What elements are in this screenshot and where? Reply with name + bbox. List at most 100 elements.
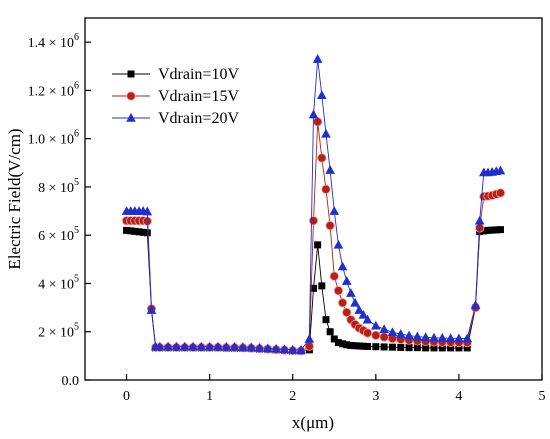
data-point-triangle bbox=[395, 329, 406, 338]
data-point-square bbox=[131, 227, 139, 235]
legend-label-vdrain-20v: Vdrain=20V bbox=[158, 110, 239, 127]
data-layer bbox=[121, 54, 506, 356]
legend-label-vdrain-10v: Vdrain=10V bbox=[158, 66, 239, 83]
data-point-circle bbox=[337, 298, 348, 308]
data-point-triangle bbox=[346, 288, 356, 297]
data-point-triangle bbox=[412, 331, 423, 341]
data-point-triangle bbox=[321, 128, 331, 138]
y-axis: 0.0 2 × 105 4 × 105 6 × 105 8 × 105 1.0 × 106… bbox=[28, 32, 91, 389]
data-point-triangle bbox=[146, 305, 157, 314]
data-point-square bbox=[334, 339, 342, 347]
data-point-square bbox=[372, 343, 380, 351]
data-point-triangle bbox=[238, 342, 248, 351]
data-point-triangle bbox=[371, 320, 381, 330]
x-tick-label: 0 bbox=[123, 389, 130, 404]
data-point-triangle bbox=[154, 341, 165, 351]
legend-marker-vdrain-20v bbox=[126, 113, 136, 122]
data-point-circle bbox=[313, 117, 323, 127]
plot-frame bbox=[84, 17, 543, 381]
data-point-circle bbox=[379, 332, 389, 342]
data-point-triangle bbox=[229, 341, 240, 351]
x-tick-label: 2 bbox=[289, 389, 296, 404]
data-point-triangle bbox=[404, 330, 414, 340]
data-point-circle bbox=[325, 220, 335, 231]
data-point-triangle bbox=[429, 332, 439, 342]
data-point-triangle bbox=[437, 333, 448, 342]
legend: Vdrain=10V Vdrain=15V Vdrain=20V bbox=[112, 66, 239, 127]
data-point-circle bbox=[371, 330, 381, 340]
x-tick-label: 1 bbox=[206, 389, 213, 404]
data-point-triangle bbox=[474, 215, 485, 225]
data-point-triangle bbox=[263, 343, 273, 353]
data-point-square bbox=[139, 228, 147, 236]
data-point-square bbox=[347, 341, 355, 349]
data-point-square bbox=[123, 226, 131, 234]
data-point-triangle bbox=[317, 90, 327, 100]
data-point-square bbox=[488, 226, 496, 234]
legend-label-vdrain-15v: Vdrain=15V bbox=[158, 88, 239, 105]
data-point-triangle bbox=[387, 327, 398, 337]
data-point-triangle bbox=[204, 341, 215, 351]
data-point-triangle bbox=[362, 314, 373, 324]
data-point-triangle bbox=[495, 165, 506, 175]
y-tick-label: 2 × 105 bbox=[38, 322, 79, 341]
data-point-triangle bbox=[354, 305, 364, 314]
data-point-square bbox=[322, 316, 330, 324]
data-point-triangle bbox=[179, 341, 190, 351]
data-point-triangle bbox=[325, 165, 335, 174]
data-point-square bbox=[339, 340, 347, 348]
series-vdrain-20v bbox=[121, 54, 506, 354]
data-point-triangle bbox=[221, 341, 232, 351]
data-point-triangle bbox=[341, 276, 352, 285]
data-point-circle bbox=[495, 188, 506, 198]
data-point-square bbox=[430, 344, 438, 352]
data-point-circle bbox=[329, 271, 339, 281]
data-point-circle bbox=[308, 216, 319, 226]
data-point-square bbox=[127, 227, 135, 235]
data-point-triangle bbox=[454, 333, 464, 343]
y-axis-title: Electric Field(V/cm) bbox=[5, 128, 24, 269]
x-tick-label: 3 bbox=[372, 389, 379, 404]
data-point-triangle bbox=[350, 297, 360, 307]
data-point-triangle bbox=[142, 206, 153, 216]
data-point-triangle bbox=[296, 345, 306, 354]
legend-marker-vdrain-10v bbox=[127, 70, 135, 78]
data-point-square bbox=[380, 343, 388, 351]
series-line-vdrain-15v bbox=[126, 121, 501, 352]
data-point-square bbox=[330, 335, 338, 343]
y-tick-label: 6 × 105 bbox=[38, 225, 79, 244]
data-point-circle bbox=[362, 328, 373, 338]
data-point-triangle bbox=[246, 342, 256, 352]
data-point-triangle bbox=[445, 333, 456, 343]
x-axis-title: x(μm) bbox=[292, 413, 334, 432]
data-point-square bbox=[310, 284, 317, 292]
data-point-square bbox=[480, 227, 488, 235]
y-tick-label: 1.4 × 106 bbox=[28, 32, 79, 51]
data-point-circle bbox=[317, 153, 327, 163]
data-point-triangle bbox=[470, 300, 481, 309]
data-point-square bbox=[496, 226, 504, 234]
data-point-square bbox=[397, 343, 405, 351]
data-point-triangle bbox=[337, 261, 348, 271]
data-point-triangle bbox=[420, 332, 431, 342]
data-point-square bbox=[413, 344, 421, 352]
data-point-square bbox=[388, 343, 396, 351]
data-point-triangle bbox=[379, 324, 389, 334]
data-point-triangle bbox=[163, 341, 173, 351]
data-point-triangle bbox=[213, 341, 223, 351]
data-point-square bbox=[318, 282, 326, 290]
data-point-triangle bbox=[308, 109, 319, 119]
data-point-triangle bbox=[196, 341, 207, 351]
y-tick-label: 4 × 105 bbox=[38, 273, 79, 292]
y-tick-label: 0.0 bbox=[62, 374, 80, 389]
x-axis: 0 1 2 3 4 5 bbox=[123, 374, 546, 404]
y-tick-label: 1.0 × 106 bbox=[28, 129, 79, 148]
data-point-square bbox=[422, 344, 430, 352]
data-point-square bbox=[447, 344, 455, 352]
data-point-triangle bbox=[171, 341, 182, 351]
data-point-triangle bbox=[279, 344, 290, 354]
data-point-square bbox=[492, 226, 500, 234]
data-point-square bbox=[343, 341, 351, 349]
data-point-square bbox=[405, 344, 413, 352]
data-point-square bbox=[484, 226, 492, 234]
